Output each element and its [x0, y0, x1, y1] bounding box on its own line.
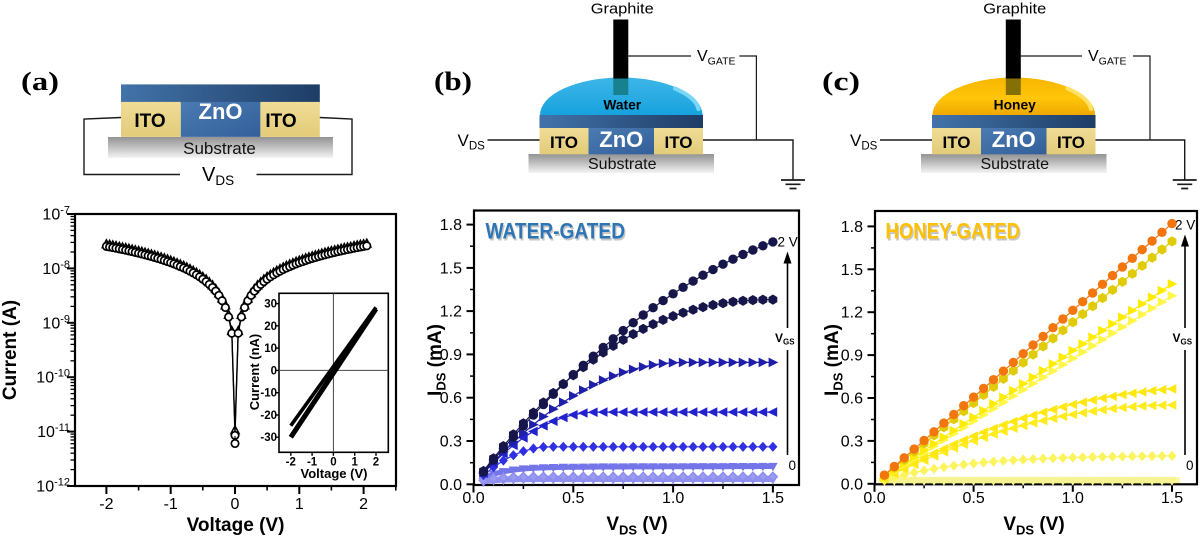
- svg-text:0.0: 0.0: [440, 477, 462, 494]
- svg-text:IDS (mA): IDS (mA): [425, 324, 449, 396]
- svg-text:1: 1: [295, 496, 304, 513]
- svg-text:ITO: ITO: [1057, 133, 1085, 152]
- svg-text:Graphite: Graphite: [591, 1, 654, 18]
- svg-text:2 V: 2 V: [778, 235, 798, 250]
- svg-text:0.0: 0.0: [841, 476, 863, 493]
- svg-text:1.8: 1.8: [440, 217, 462, 234]
- svg-text:WATER-GATED: WATER-GATED: [487, 220, 627, 245]
- svg-text:ITO: ITO: [942, 133, 970, 152]
- svg-text:0.9: 0.9: [841, 348, 863, 365]
- svg-text:ZnO: ZnO: [199, 99, 243, 124]
- svg-text:10-12: 10-12: [36, 477, 70, 496]
- svg-text:VDS: VDS: [202, 164, 234, 188]
- svg-text:1.0: 1.0: [662, 490, 684, 507]
- svg-text:1.0: 1.0: [1062, 490, 1084, 507]
- svg-text:0: 0: [271, 365, 277, 377]
- svg-text:0.3: 0.3: [440, 434, 462, 451]
- svg-text:-2: -2: [286, 457, 296, 469]
- svg-text:ZnO: ZnO: [992, 127, 1036, 152]
- svg-text:IDS (mA): IDS (mA): [822, 324, 846, 396]
- svg-text:Current (nA): Current (nA): [247, 334, 262, 411]
- svg-text:(b): (b): [434, 67, 472, 96]
- svg-text:2: 2: [359, 496, 368, 513]
- svg-text:VDS: VDS: [458, 131, 486, 153]
- svg-text:Substrate: Substrate: [981, 156, 1050, 173]
- svg-text:0.0: 0.0: [863, 490, 885, 507]
- svg-text:ITO: ITO: [265, 111, 296, 132]
- svg-text:Water: Water: [603, 98, 641, 113]
- svg-text:ITO: ITO: [550, 133, 578, 152]
- svg-text:Voltage (V): Voltage (V): [187, 515, 285, 536]
- svg-text:0.0: 0.0: [462, 490, 484, 507]
- svg-text:2: 2: [373, 457, 379, 469]
- svg-text:-1: -1: [307, 457, 318, 469]
- svg-text:0: 0: [1186, 458, 1194, 473]
- svg-text:2 V: 2 V: [1175, 218, 1195, 233]
- svg-text:20: 20: [264, 321, 277, 333]
- svg-text:0.3: 0.3: [841, 433, 863, 450]
- svg-text:1.5: 1.5: [1161, 490, 1183, 507]
- svg-text:10-10: 10-10: [36, 368, 70, 387]
- svg-text:1.5: 1.5: [762, 490, 784, 507]
- svg-text:Substrate: Substrate: [183, 139, 256, 158]
- svg-text:VGS: VGS: [775, 331, 795, 347]
- svg-text:30: 30: [264, 299, 277, 311]
- svg-text:ITO: ITO: [134, 111, 165, 132]
- svg-text:1.5: 1.5: [841, 262, 863, 279]
- svg-text:1.2: 1.2: [440, 304, 462, 321]
- svg-text:-2: -2: [99, 496, 113, 513]
- svg-text:ZnO: ZnO: [599, 127, 643, 152]
- svg-text:WATER-GATED: WATER-GATED: [486, 219, 626, 244]
- svg-text:10: 10: [264, 343, 277, 355]
- svg-text:VGS: VGS: [1173, 331, 1193, 347]
- svg-text:VDS (V): VDS (V): [606, 514, 667, 538]
- svg-text:Current (A): Current (A): [0, 300, 21, 400]
- svg-text:0.5: 0.5: [962, 490, 984, 507]
- svg-text:VDS (V): VDS (V): [1003, 514, 1064, 538]
- svg-text:Substrate: Substrate: [588, 156, 657, 173]
- svg-text:1.8: 1.8: [841, 219, 863, 236]
- svg-text:(a): (a): [21, 67, 59, 96]
- svg-text:10-8: 10-8: [42, 259, 70, 278]
- svg-text:10-9: 10-9: [42, 313, 70, 332]
- svg-text:-20: -20: [260, 410, 277, 422]
- svg-text:VGATE: VGATE: [1088, 48, 1126, 68]
- svg-text:0: 0: [231, 496, 240, 513]
- svg-text:-1: -1: [164, 496, 178, 513]
- svg-text:10-7: 10-7: [42, 205, 70, 224]
- svg-text:-30: -30: [260, 432, 277, 444]
- svg-text:VGATE: VGATE: [697, 48, 735, 68]
- svg-text:-10: -10: [260, 388, 277, 400]
- svg-text:HONEY-GATED: HONEY-GATED: [886, 219, 1021, 244]
- svg-text:Honey: Honey: [994, 98, 1036, 113]
- svg-text:0.9: 0.9: [440, 347, 462, 364]
- svg-text:1: 1: [351, 457, 358, 469]
- svg-text:0.6: 0.6: [440, 390, 462, 407]
- svg-text:ITO: ITO: [664, 133, 692, 152]
- svg-text:HONEY-GATED: HONEY-GATED: [887, 220, 1022, 245]
- svg-text:Graphite: Graphite: [983, 1, 1046, 18]
- svg-text:1.2: 1.2: [841, 305, 863, 322]
- svg-text:0.6: 0.6: [841, 391, 863, 408]
- svg-text:(c): (c): [822, 67, 860, 96]
- svg-text:10-11: 10-11: [37, 422, 70, 441]
- svg-text:0.5: 0.5: [562, 490, 584, 507]
- svg-text:0: 0: [789, 458, 797, 473]
- svg-text:0: 0: [330, 457, 336, 469]
- svg-text:1.5: 1.5: [440, 260, 462, 277]
- svg-text:Voltage (V): Voltage (V): [301, 466, 368, 481]
- svg-text:VDS: VDS: [850, 131, 878, 153]
